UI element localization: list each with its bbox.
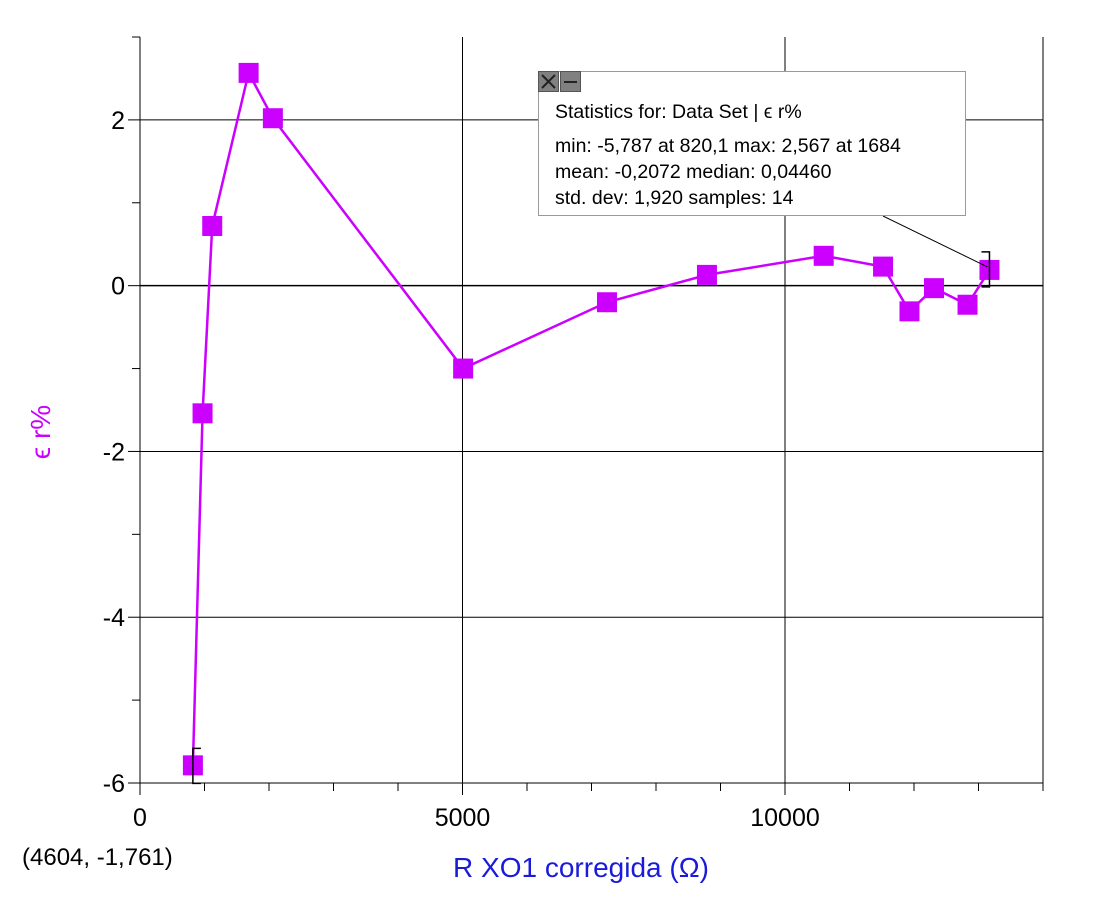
data-point [696,264,717,285]
statistics-box[interactable]: Statistics for: Data Set | ϵ r% min: -5,… [538,71,966,216]
data-point [596,292,617,313]
data-point [873,256,894,277]
data-point [262,108,283,129]
data-point [957,294,978,315]
stats-stddev-samples: std. dev: 1,920 samples: 14 [555,187,794,209]
x-tick-label: 0 [133,804,147,832]
tick-labels: 0 5000 10000 -6 -4 -2 0 2 [103,107,820,832]
series-ϵ-r% [182,62,1000,776]
data-point [923,278,944,299]
stats-min-max: min: -5,787 at 820,1 max: 2,567 at 1684 [555,135,901,157]
y-tick-label: 0 [111,273,125,301]
coordinate-readout: (4604, -1,761) [22,844,173,871]
data-point [202,215,223,236]
stats-range-brackets [192,251,991,785]
y-tick-label: -2 [103,438,125,466]
range-start-bracket [192,747,201,785]
y-tick-label: -6 [103,770,125,798]
x-axis-label: R XO1 corregida (Ω) [453,852,709,883]
range-end-bracket [981,251,991,288]
minimize-icon[interactable] [560,71,581,92]
x-tick-label: 10000 [750,804,820,832]
stats-leader-line [882,215,988,268]
close-icon[interactable] [538,71,559,92]
stats-title: Statistics for: Data Set | ϵ r% [555,101,802,123]
stats-mean-median: mean: -0,2072 median: 0,04460 [555,161,832,183]
y-axis-label: ϵ r% [25,405,56,459]
y-tick-label: 2 [111,107,125,135]
data-point [238,62,259,83]
y-tick-label: -4 [103,604,125,632]
data-point [899,301,920,322]
x-tick-label: 5000 [435,804,491,832]
data-point [453,358,474,379]
data-point [813,245,834,266]
data-point [192,403,213,424]
minor-ticks [128,36,1044,795]
